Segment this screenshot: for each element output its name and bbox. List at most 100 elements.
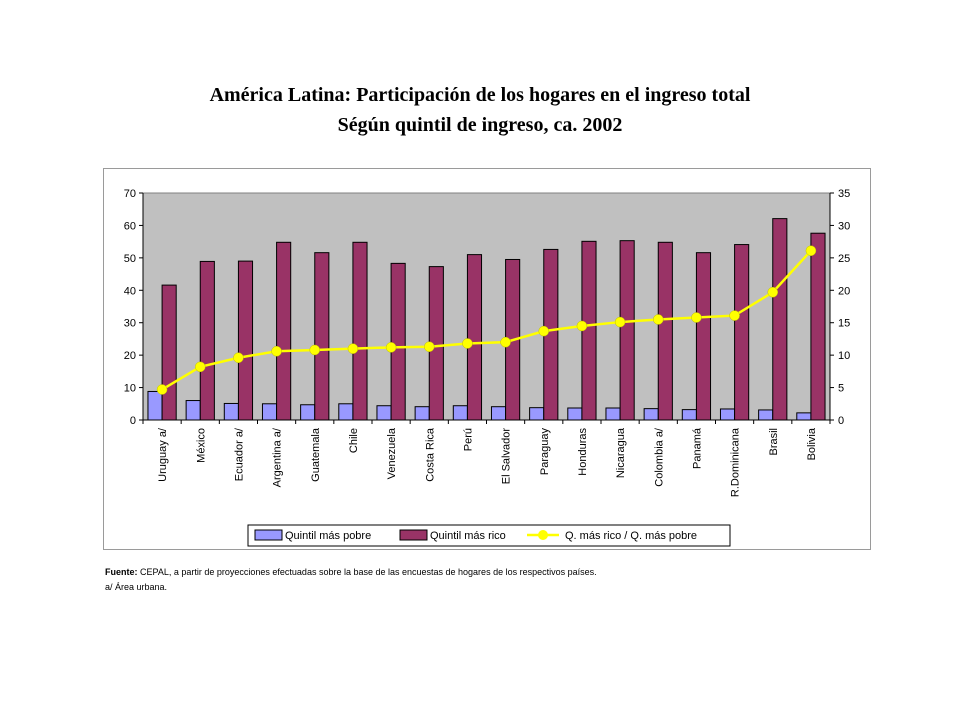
area-note: a/ Área urbana. (105, 582, 168, 592)
x-category-label: Panamá (691, 427, 703, 469)
y-left-tick-label: 10 (124, 383, 136, 395)
x-category-label: Nicaragua (615, 427, 627, 478)
bar-poorest (529, 407, 545, 421)
legend: Quintil más pobre Quintil más rico Q. má… (247, 524, 731, 547)
x-category-label: Uruguay a/ (157, 427, 169, 482)
bar-richest (352, 241, 368, 421)
x-category-label: Colombia a/ (653, 427, 665, 487)
y-left-tick-label: 40 (124, 285, 136, 297)
bar-richest (695, 252, 712, 421)
ratio-point (347, 343, 359, 354)
y-right-tick-label: 5 (838, 383, 844, 395)
ratio-point (500, 336, 511, 348)
x-category-label: R.Dominicana (730, 427, 742, 497)
legend-label-ratio: Q. más rico / Q. más pobre (565, 530, 697, 542)
bar-poorest (719, 408, 736, 421)
source-label: Fuente: (105, 567, 138, 577)
x-category-label: Perú (462, 428, 474, 451)
bar-poorest (147, 390, 163, 421)
bar-poorest (185, 400, 201, 421)
bar-richest (276, 241, 292, 421)
y-right-tick-label: 35 (838, 188, 850, 200)
x-category-label: El Salvador (501, 428, 513, 485)
chart-area: 0 10 20 30 40 50 60 70 0 5 10 15 20 25 30 35 Uruguay a/… (103, 168, 871, 550)
chart-title-line1: América Latina: Participación de los hog… (209, 84, 751, 106)
x-category-label: Guatemala (310, 427, 322, 482)
bar-richest (390, 262, 406, 421)
bar-poorest (261, 403, 278, 421)
bar-poorest (681, 409, 697, 421)
ratio-point (538, 325, 549, 337)
x-category-label: Honduras (577, 428, 589, 476)
chart-svg: 0 10 20 30 40 50 60 70 0 5 10 15 20 25 30 35 Uruguay a/… (124, 188, 850, 547)
x-category-label: México (195, 428, 207, 463)
bar-poorest (605, 407, 621, 421)
y-left-tick-label: 30 (124, 318, 136, 330)
bar-poorest (796, 412, 812, 421)
legend-swatch-ratio-marker (538, 530, 548, 540)
legend-label-richest: Quintil más rico (430, 530, 506, 542)
y-left-tick-label: 20 (124, 350, 136, 362)
y-right-tick-label: 25 (838, 253, 850, 265)
ratio-point (653, 314, 664, 325)
bar-richest (619, 240, 635, 421)
bar-richest (466, 254, 483, 421)
ratio-point (195, 361, 206, 373)
x-category-label: Costa Rica (424, 427, 436, 482)
source-text: CEPAL, a partir de proyecciones efectuad… (140, 567, 597, 577)
ratio-point (233, 352, 244, 363)
y-right-tick-label: 30 (838, 220, 850, 232)
ratio-point (691, 312, 702, 323)
bar-richest (772, 218, 788, 421)
ratio-point (614, 316, 626, 328)
x-category-label: Brasil (768, 428, 780, 456)
x-category-label: Ecuador a/ (233, 427, 245, 481)
bar-poorest (414, 406, 430, 421)
y-left-tick-label: 0 (130, 415, 136, 427)
x-category-label: Chile (348, 428, 360, 453)
bar-poorest (643, 408, 659, 421)
bar-poorest (223, 402, 239, 421)
bar-poorest (567, 407, 583, 421)
x-category-label: Argentina a/ (272, 427, 284, 487)
bar-richest (810, 232, 826, 421)
bar-richest (199, 260, 215, 421)
ratio-point (424, 341, 435, 352)
legend-swatch-richest (399, 529, 428, 541)
x-category-label: Bolivia (806, 427, 818, 460)
ratio-line (161, 249, 812, 391)
ratio-point (271, 346, 282, 357)
bar-poorest (490, 406, 507, 421)
bar-poorest (376, 405, 392, 421)
ratio-point (805, 245, 817, 256)
y-left-tick-label: 50 (124, 253, 136, 265)
y-left-tick-label: 70 (124, 188, 136, 200)
x-category-label: Venezuela (386, 427, 398, 479)
y-right-tick-label: 20 (838, 285, 850, 297)
bar-richest (237, 260, 254, 421)
bar-poorest (452, 405, 468, 421)
ratio-point (576, 320, 588, 332)
bar-poorest (338, 403, 354, 421)
plot-area (142, 192, 831, 421)
ratio-point (767, 286, 778, 298)
y-right-tick-label: 10 (838, 350, 850, 362)
y-left-tick-label: 60 (124, 220, 136, 232)
legend-label-poorest: Quintil más pobre (285, 530, 371, 542)
legend-swatch-poorest (254, 529, 283, 541)
chart-title-line2: Ségún quintil de ingreso, ca. 2002 (337, 114, 623, 136)
y-right-tick-label: 0 (838, 415, 844, 427)
ratio-point (156, 384, 168, 395)
bar-poorest (758, 409, 774, 421)
legend-box (247, 524, 731, 547)
y-right-tick-label: 15 (838, 318, 850, 330)
ratio-point (385, 342, 397, 353)
ratio-point (729, 310, 740, 321)
ratio-point (309, 344, 320, 356)
source-note: Fuente: CEPAL, a partir de proyecciones … (105, 567, 597, 577)
bar-richest (657, 241, 673, 421)
x-category-label: Paraguay (539, 428, 551, 476)
ratio-point (462, 338, 473, 349)
bar-richest (314, 252, 330, 421)
bar-richest (734, 244, 750, 421)
